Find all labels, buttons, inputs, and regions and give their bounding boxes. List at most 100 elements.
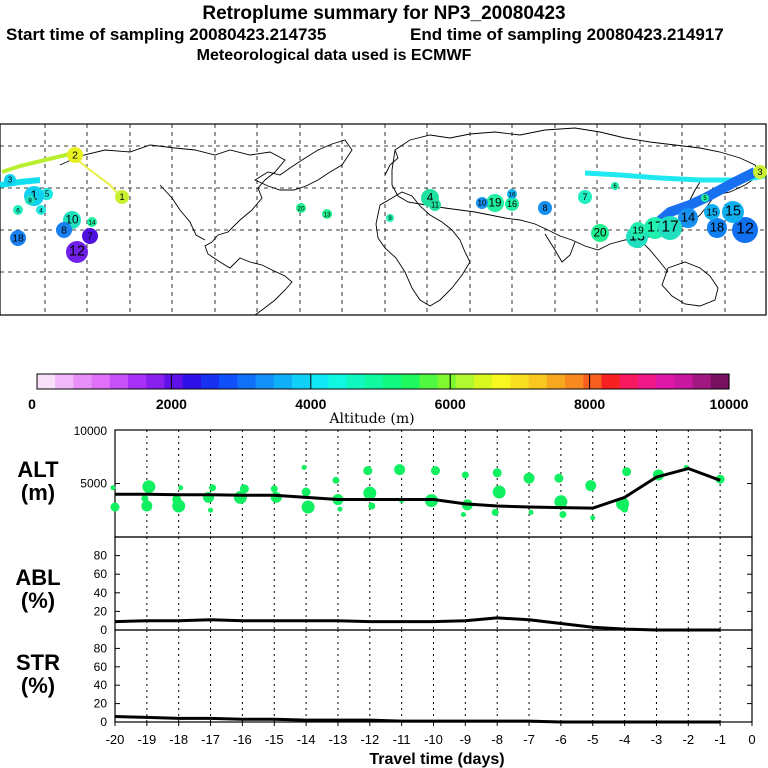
- map-marker: 17: [658, 216, 682, 240]
- start-time-label: Start time of sampling 20080423.214735: [6, 25, 327, 44]
- map-marker-dot: [41, 188, 53, 200]
- colorbar-label: Altitude (m): [328, 411, 414, 427]
- map-marker-dot: [56, 222, 72, 238]
- alt-scatter-point: [208, 507, 214, 513]
- map-marker-dot: [753, 165, 767, 179]
- colorbar-ticks: 0 2000 4000 6000 8000 10000: [28, 374, 749, 412]
- map-marker: 8: [538, 201, 552, 215]
- alt-scatter-point: [622, 467, 632, 477]
- map-marker-label: 8: [28, 197, 32, 204]
- x-tick-label: -16: [233, 732, 252, 747]
- alt-scatter-point: [621, 505, 629, 513]
- map-marker-label: 17: [661, 219, 678, 236]
- map-marker-label: 5: [45, 190, 50, 199]
- map-marker-dot: [476, 197, 488, 209]
- colorbar-cell: [510, 374, 530, 389]
- map-marker-dot: [296, 203, 306, 213]
- x-tick-label: -12: [360, 732, 379, 747]
- colorbar-tick-label: 10000: [710, 396, 749, 412]
- map-marker-label: 8: [542, 203, 547, 213]
- map-marker-dot: [429, 199, 441, 211]
- map-marker-label: 2: [72, 151, 78, 162]
- alt-scatter-point: [301, 487, 311, 497]
- colorbar-cell: [692, 374, 712, 389]
- trajectory-streak-yellow: [69, 153, 121, 197]
- alt-scatter-point: [141, 500, 153, 512]
- y-tick-label: 80: [94, 641, 108, 655]
- colorbar-tick-label: 2000: [156, 396, 187, 412]
- colorbar-cell: [656, 374, 675, 389]
- alt-scatter-point: [491, 508, 499, 516]
- map-marker-dot: [115, 190, 129, 204]
- alt-scatter-point: [301, 464, 307, 470]
- map-marker: 18: [707, 218, 727, 238]
- map-marker-label: 1: [30, 188, 37, 203]
- map-marker-dot: [322, 209, 332, 219]
- map-marker-dot: [507, 189, 517, 199]
- x-axis-label: Travel time (days): [369, 751, 504, 768]
- map-marker: 4: [36, 205, 46, 215]
- map-marker: 6: [13, 205, 23, 215]
- world-map: 1234567891011121314151617181920101213141…: [0, 123, 767, 316]
- map-marker: 8: [56, 222, 72, 238]
- alt-scatter-point: [270, 485, 278, 493]
- map-marker-label: 16: [507, 199, 517, 209]
- alt-scatter-point: [301, 500, 315, 514]
- colorbar-cell: [310, 374, 329, 389]
- map-marker-dot: [538, 201, 552, 215]
- map-marker-dot: [36, 205, 46, 215]
- alt-scatter-point: [110, 502, 120, 512]
- y-tick-label: 0: [100, 715, 107, 729]
- alt-scatter-point: [431, 466, 440, 476]
- map-marker: 6: [611, 182, 619, 190]
- alt-scatter-point: [178, 485, 184, 491]
- map-marker-label: 11: [431, 201, 439, 210]
- met-data-label: Meteorological data used is ECMWF: [196, 47, 472, 64]
- series-line-abl: [114, 616, 721, 632]
- map-marker: 12: [732, 217, 758, 243]
- map-marker-dot: [25, 195, 35, 205]
- map-marker-label: 16: [508, 191, 516, 198]
- colorbar-cell: [528, 374, 548, 389]
- abl-label-line1: ABL: [15, 565, 60, 590]
- map-marker-label: 20: [297, 205, 305, 212]
- alt-scatter-point: [142, 480, 156, 494]
- colorbar-cell: [419, 374, 439, 389]
- map-marker-label: 12: [736, 221, 754, 238]
- x-tick-label: -2: [683, 732, 695, 747]
- map-marker-dot: [630, 222, 646, 238]
- colorbar-cell: [546, 374, 566, 389]
- alt-scatter-point: [492, 485, 506, 499]
- map-marker-label: 1: [119, 192, 124, 202]
- colorbar-cell: [455, 374, 475, 389]
- colorbar-cell: [401, 374, 421, 389]
- x-tick-label: -20: [106, 732, 125, 747]
- map-marker: 9: [386, 214, 394, 222]
- map-marker: 19: [486, 194, 504, 212]
- colorbar-cell: [55, 374, 75, 389]
- alt-scatter-point: [332, 476, 340, 484]
- x-tick-label: -14: [297, 732, 316, 747]
- y-tick-label: 60: [94, 567, 108, 581]
- map-marker-dot: [82, 228, 98, 244]
- colorbar-cell: [328, 374, 348, 389]
- map-markers: 1234567891011121314151617181920101213141…: [4, 147, 767, 263]
- colorbar-cell: [601, 374, 621, 389]
- end-time-label: End time of sampling 20080423.214917: [410, 25, 724, 44]
- map-marker-dot: [722, 201, 744, 223]
- map-marker-dot: [704, 204, 720, 220]
- x-tick-label: -11: [393, 732, 411, 747]
- x-tick-label: -18: [169, 732, 188, 747]
- map-marker: 20: [591, 224, 609, 242]
- colorbar-cell: [91, 374, 111, 389]
- alt-scatter-point: [590, 515, 596, 521]
- str-label-line1: STR: [16, 650, 60, 675]
- map-marker-dot: [505, 197, 519, 211]
- x-tick-label: -13: [329, 732, 348, 747]
- y-tick-label: 40: [94, 586, 108, 600]
- map-marker-dot: [13, 205, 23, 215]
- colorbar-cell: [492, 374, 512, 389]
- map-marker-dot: [678, 208, 698, 228]
